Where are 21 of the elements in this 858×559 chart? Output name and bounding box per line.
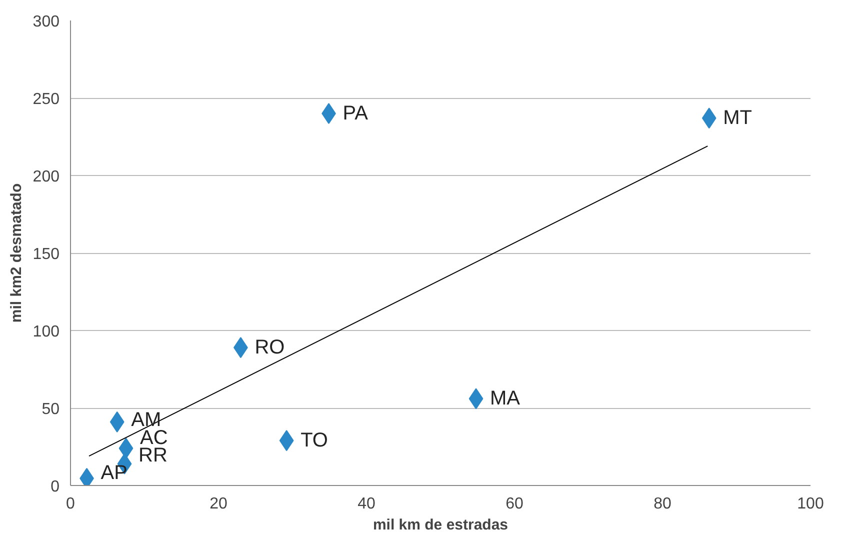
data-label: MA bbox=[490, 388, 521, 410]
x-tick-label: 60 bbox=[506, 496, 524, 512]
data-label: MT bbox=[723, 107, 752, 130]
x-tick-label: 20 bbox=[210, 496, 228, 512]
x-tick-label: 0 bbox=[66, 496, 76, 512]
x-tick-label: 40 bbox=[358, 496, 376, 512]
x-tick-label: 80 bbox=[654, 496, 672, 512]
data-label: RO bbox=[254, 336, 285, 359]
y-tick-label: 200 bbox=[32, 168, 60, 186]
y-tick-label: 150 bbox=[32, 246, 60, 263]
y-tick-label: 50 bbox=[42, 401, 60, 418]
y-tick-label: 0 bbox=[50, 478, 60, 496]
data-label: TO bbox=[300, 430, 328, 452]
x-axis-title: mil km de estradas bbox=[372, 516, 508, 534]
data-label: PA bbox=[342, 102, 369, 124]
y-tick-label: 100 bbox=[32, 324, 60, 340]
y-tick-label: 250 bbox=[32, 91, 60, 108]
x-tick-label: 100 bbox=[797, 496, 824, 512]
y-axis-title: mil km2 desmatado bbox=[8, 183, 25, 323]
data-label: AP bbox=[100, 462, 128, 484]
y-tick-label: 300 bbox=[32, 14, 60, 30]
